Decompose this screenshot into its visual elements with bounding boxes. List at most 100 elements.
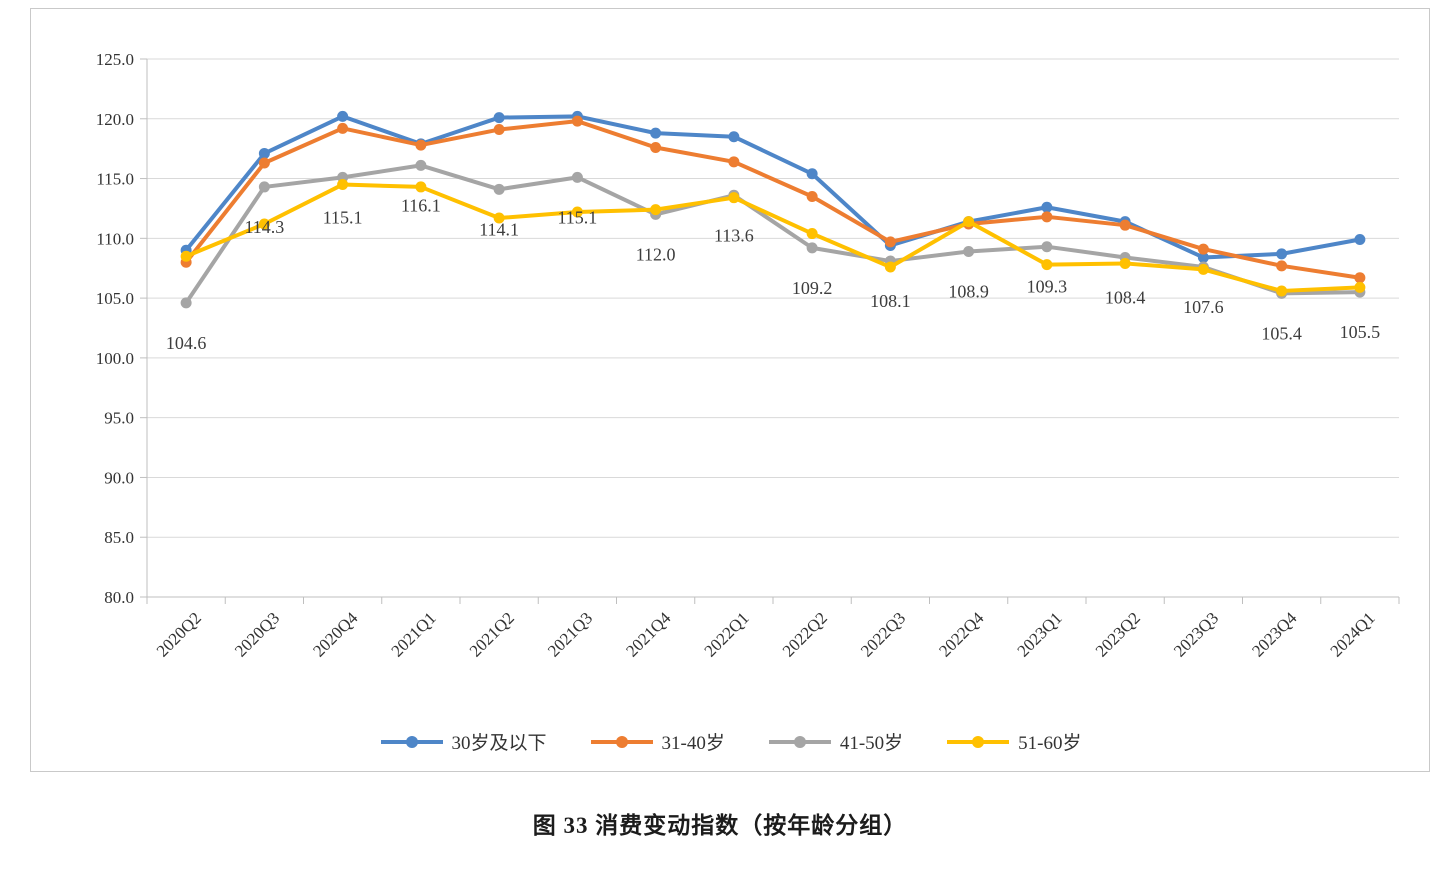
data-point: [728, 192, 740, 204]
data-label: 115.1: [557, 207, 597, 227]
data-label: 109.2: [792, 278, 833, 298]
data-point: [728, 156, 740, 168]
data-label: 116.1: [401, 195, 441, 215]
data-point: [571, 171, 583, 183]
x-axis-tick-label: 2020Q3: [231, 608, 283, 660]
data-point: [1354, 281, 1366, 293]
data-point: [337, 179, 349, 191]
y-axis-tick-label: 95.0: [104, 409, 134, 428]
data-point: [1041, 259, 1053, 271]
legend-item-2: 41-50岁: [767, 728, 903, 755]
data-point: [493, 112, 505, 124]
data-point: [650, 127, 662, 139]
data-point: [415, 181, 427, 193]
x-axis-tick-label: 2023Q2: [1092, 608, 1144, 660]
y-axis-tick-label: 120.0: [96, 110, 134, 129]
data-label: 108.4: [1105, 287, 1146, 307]
data-point: [1354, 234, 1366, 246]
data-label: 105.4: [1261, 323, 1302, 343]
x-axis-tick-label: 2022Q1: [701, 608, 753, 660]
data-point: [1276, 285, 1288, 297]
data-point: [884, 236, 896, 248]
data-point: [258, 147, 270, 159]
data-point: [258, 181, 270, 193]
legend-item-1: 31-40岁: [589, 728, 725, 755]
x-axis-tick-label: 2021Q4: [622, 608, 675, 661]
data-point: [1197, 251, 1209, 263]
legend-label: 31-40岁: [661, 733, 725, 754]
line-chart: 80.0 85.0 90.0 95.0 100.0 105.0 110.0 115.0 120.…: [96, 50, 1400, 661]
data-point: [1119, 219, 1131, 231]
y-axis-tick-label: 125.0: [96, 50, 134, 69]
data-point: [884, 261, 896, 273]
data-point: [1119, 257, 1131, 269]
data-point: [728, 131, 740, 143]
x-axis-tick-label: 2022Q4: [935, 608, 988, 661]
x-axis-tick-label: 2022Q3: [857, 608, 909, 660]
data-point: [650, 141, 662, 153]
data-point: [806, 228, 818, 240]
x-axis-tick-label: 2021Q3: [544, 608, 596, 660]
data-point: [806, 168, 818, 180]
x-axis-tick-label: 2020Q2: [153, 608, 205, 660]
data-point: [650, 204, 662, 216]
data-point: [180, 250, 192, 262]
series-line: [184, 119, 1362, 280]
y-axis-tick-label: 105.0: [96, 289, 134, 308]
data-point: [258, 157, 270, 169]
data-label: 105.5: [1340, 322, 1381, 342]
x-axis-tick-label: 2023Q4: [1248, 608, 1301, 661]
data-point: [1276, 248, 1288, 260]
data-label: 112.0: [636, 244, 676, 264]
data-point: [337, 110, 349, 122]
data-point: [337, 122, 349, 134]
data-label: 115.1: [323, 207, 363, 227]
data-label: 109.3: [1027, 277, 1068, 297]
legend-marker-icon: [768, 735, 831, 748]
y-axis-tick-label: 90.0: [104, 468, 134, 487]
x-axis-tick-label: 2024Q1: [1327, 608, 1379, 660]
data-label: 104.6: [166, 333, 207, 353]
x-axis-tick-label: 2021Q1: [388, 608, 440, 660]
legend-label: 30岁及以下: [451, 733, 547, 754]
data-label: 113.6: [714, 225, 754, 245]
data-point: [1197, 243, 1209, 255]
data-label: 108.9: [948, 281, 989, 301]
legend-label: 41-50岁: [839, 733, 904, 754]
data-point: [1197, 263, 1209, 275]
legend-marker-icon: [380, 735, 443, 748]
series-line: [184, 114, 1362, 260]
data-point: [963, 216, 975, 228]
series-line: [184, 163, 1362, 305]
y-axis-tick-label: 85.0: [104, 528, 134, 547]
data-label: 108.1: [870, 291, 911, 311]
data-label: 107.6: [1183, 297, 1224, 317]
y-axis-tick-label: 100.0: [96, 349, 134, 368]
legend-marker-icon: [947, 735, 1010, 748]
data-point: [1041, 201, 1053, 213]
data-point: [415, 139, 427, 151]
data-point: [806, 242, 818, 254]
data-point: [963, 245, 975, 257]
legend-marker-icon: [590, 735, 653, 748]
y-axis-tick-label: 115.0: [96, 170, 134, 189]
data-point: [571, 115, 583, 127]
data-point: [571, 206, 583, 218]
x-axis-tick-label: 2022Q2: [779, 608, 831, 660]
data-point: [493, 124, 505, 136]
data-point: [180, 297, 192, 309]
chart-container: 80.0 85.0 90.0 95.0 100.0 105.0 110.0 115.0 120.…: [30, 8, 1430, 772]
data-point: [1041, 241, 1053, 253]
data-point: [1041, 211, 1053, 223]
data-label: 114.1: [479, 219, 519, 239]
x-axis-tick-label: 2021Q2: [466, 608, 518, 660]
legend-item-0: 30岁及以下: [379, 728, 547, 755]
data-point: [806, 190, 818, 202]
data-point: [493, 183, 505, 195]
y-axis-tick-label: 110.0: [96, 229, 134, 248]
legend-label: 51-60岁: [1018, 733, 1082, 754]
data-point: [415, 159, 427, 171]
chart-legend: 30岁及以下 31-40岁 41-50岁 51-60岁: [31, 728, 1429, 755]
data-point: [493, 212, 505, 224]
y-axis-tick-label: 80.0: [104, 588, 134, 607]
